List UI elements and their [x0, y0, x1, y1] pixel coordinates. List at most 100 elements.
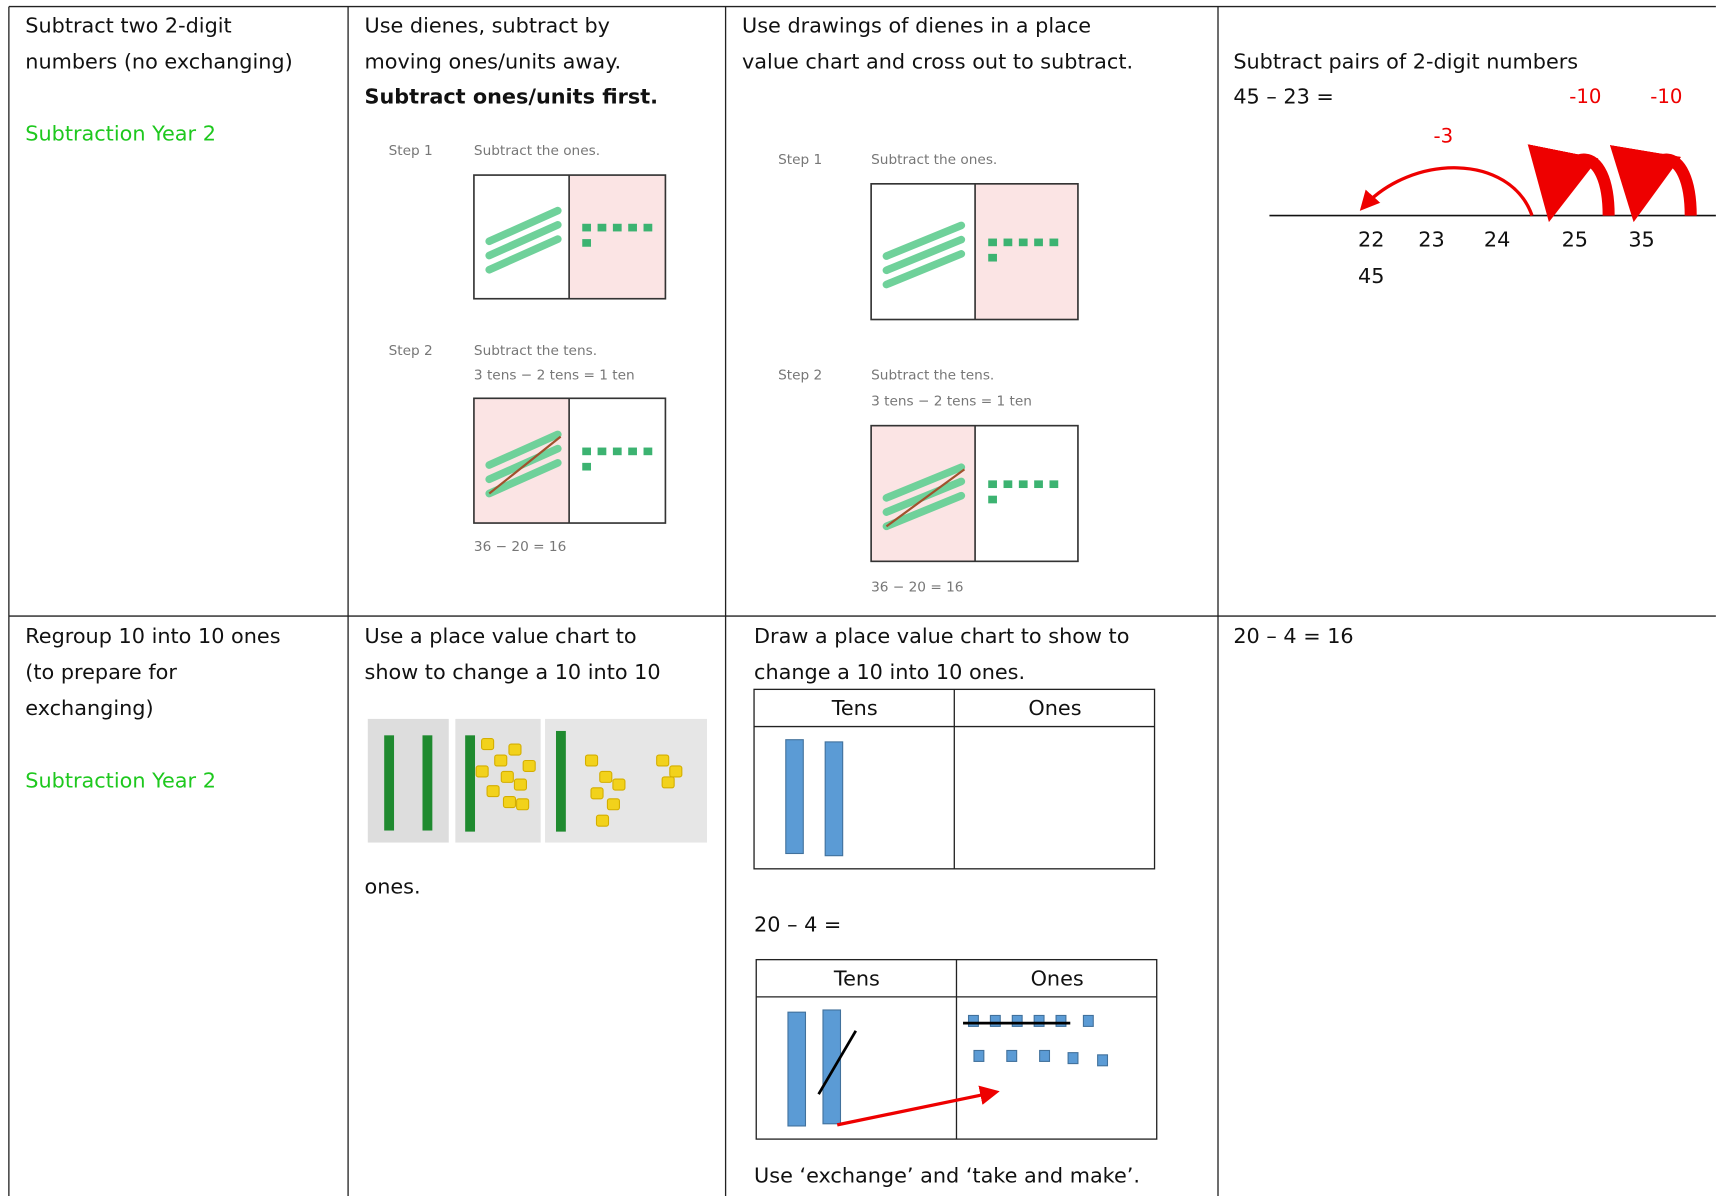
cross-out: [488, 435, 562, 495]
unit-cube: [582, 223, 592, 232]
ten-rod: [882, 235, 966, 275]
number-line: [1269, 144, 1716, 223]
unit-cube: [500, 770, 514, 783]
pink-half: [569, 175, 666, 299]
dienes-drawings: [473, 174, 1079, 563]
concrete-after: ones.: [364, 874, 420, 898]
unit-cube: [1034, 238, 1043, 247]
photos: [367, 718, 707, 843]
unit-cubes: [475, 738, 683, 827]
step-text: Subtract the ones.: [474, 143, 600, 159]
objective-line: (to prepare for: [25, 660, 177, 684]
step-label: Step 2: [778, 367, 822, 383]
unit-cube: [1049, 480, 1059, 489]
step-label: Step 1: [778, 152, 822, 168]
place-value-chart: [753, 688, 1156, 870]
unit-cube: [661, 776, 675, 789]
table-grid: [8, 5, 1716, 1196]
concrete-line: Use a place value chart to: [364, 624, 636, 648]
pictorial-line: Draw a place value chart to show to: [754, 624, 1129, 648]
pictorial-line: change a 10 into 10 ones.: [754, 660, 1025, 684]
pink-half: [975, 183, 1078, 320]
unit-cube: [1018, 238, 1028, 247]
step-label: Step 2: [389, 343, 433, 359]
step-text: Subtract the tens.: [871, 367, 994, 383]
unit-cube: [494, 754, 508, 767]
unit-cube: [1003, 238, 1013, 247]
number-label: 24: [1484, 228, 1510, 252]
unit-cube: [612, 778, 626, 791]
pictorial-line: value chart and cross out to subtract.: [742, 49, 1133, 73]
ten-rod: [485, 206, 562, 246]
ten-rod: [485, 235, 562, 274]
concrete-line: moving ones/units away.: [364, 49, 621, 73]
cross-out: [885, 468, 966, 528]
unit-cube: [656, 754, 670, 767]
pictorial-line: Use drawings of dienes in a place: [742, 13, 1091, 37]
ten-rod: [882, 250, 966, 289]
ten-rod: [485, 459, 562, 498]
unit-cube: [582, 462, 592, 471]
unit-cube: [582, 447, 592, 456]
jump-label: -10: [1650, 85, 1682, 108]
equation: 36 − 20 = 16: [871, 580, 963, 596]
unit-cube: [595, 814, 610, 827]
unit-cube: [475, 765, 489, 778]
unit-cube: [612, 223, 622, 232]
unit-cube: [643, 223, 653, 232]
number-label: 23: [1418, 228, 1444, 252]
unit-cube: [643, 447, 653, 456]
unit-cube: [628, 223, 637, 232]
number-label: 25: [1562, 228, 1588, 252]
unit-cube: [988, 480, 997, 489]
ten-rod: [882, 477, 966, 516]
chart-header: Ones: [1028, 696, 1081, 720]
unit-cube: [516, 798, 530, 811]
equation: 20 – 4 =: [754, 913, 841, 937]
pictorial-footer: Use ‘exchange’ and ‘take and make’.: [754, 1163, 1140, 1187]
objective-line: Subtract two 2-digit: [25, 13, 231, 37]
jump-label: -10: [1569, 85, 1601, 108]
unit-cube: [481, 738, 495, 751]
unit-cube: [486, 785, 500, 798]
concrete-bold: Subtract ones/units first.: [364, 84, 658, 108]
unit-cube: [612, 447, 622, 456]
unit-cube: [669, 765, 683, 778]
unit-cube: [1034, 480, 1043, 489]
unit-cube: [508, 743, 522, 756]
number-label: 22: [1358, 228, 1384, 252]
unit-cube: [628, 447, 637, 456]
unit-cube: [988, 238, 997, 247]
unit-cube: [522, 759, 536, 772]
abstract-line: 45 – 23 =: [1233, 84, 1334, 108]
step-label: Step 1: [389, 143, 433, 159]
topic-label: Subtraction Year 2: [25, 768, 216, 792]
objective-line: numbers (no exchanging): [25, 49, 292, 73]
topic-label: Subtraction Year 2: [25, 122, 216, 146]
ten-rod: [882, 463, 966, 502]
unit-cube: [597, 223, 607, 232]
concrete-line: Use dienes, subtract by: [364, 13, 609, 37]
ten-rod: [485, 430, 562, 469]
unit-cube: [597, 447, 607, 456]
jump-label: -3: [1434, 124, 1454, 147]
objective-line: Regroup 10 into 10 ones: [25, 624, 280, 648]
unit-cube: [606, 798, 621, 811]
ten-rod: [485, 221, 562, 260]
unit-cube: [599, 770, 613, 783]
unit-cube: [1003, 480, 1013, 489]
step-text: Subtract the tens.: [474, 343, 597, 359]
number-label: 35: [1628, 228, 1654, 252]
ten-rod: [485, 444, 562, 484]
unit-cube: [502, 796, 517, 809]
number-label: 45: [1358, 264, 1384, 288]
ten-rod: [882, 221, 966, 260]
abstract-line: Subtract pairs of 2-digit numbers: [1233, 49, 1578, 73]
step-sub: 3 tens − 2 tens = 1 ten: [474, 367, 635, 383]
objective-line: exchanging): [25, 696, 153, 720]
unit-cube: [1018, 480, 1028, 489]
step-sub: 3 tens − 2 tens = 1 ten: [871, 394, 1032, 410]
chart-header: Tens: [833, 966, 880, 990]
unit-cube: [590, 787, 604, 800]
